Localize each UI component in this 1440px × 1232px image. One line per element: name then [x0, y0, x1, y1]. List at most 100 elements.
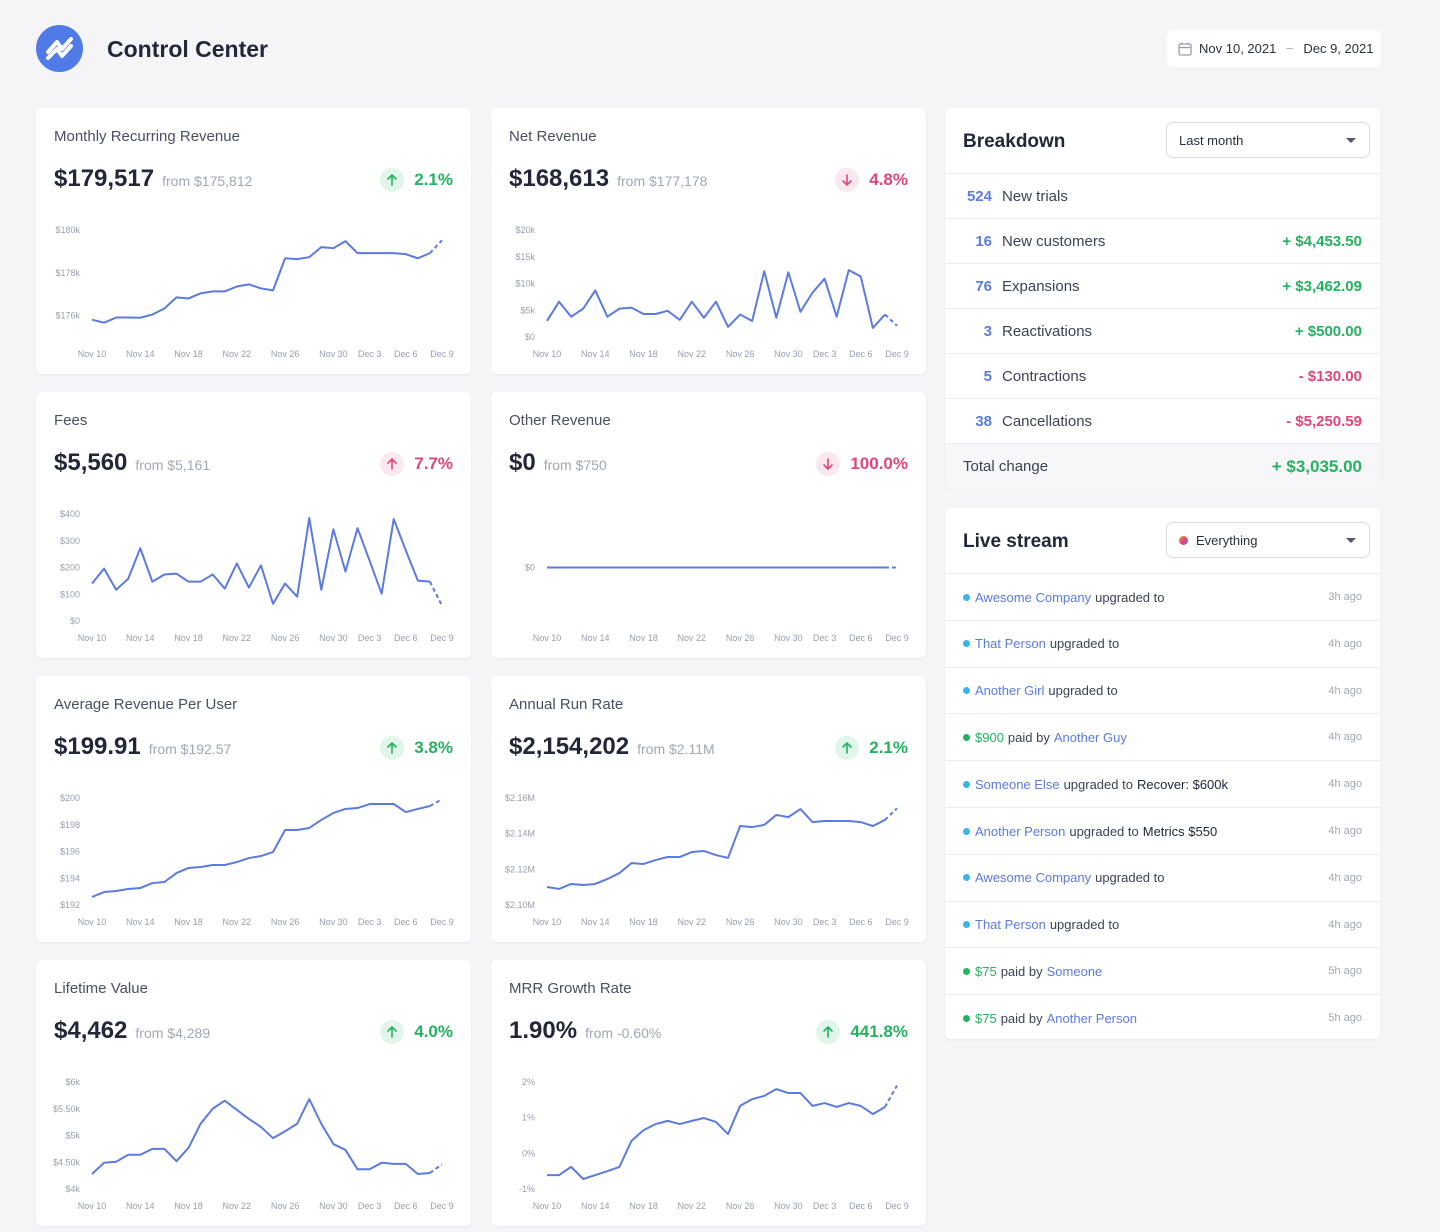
y-tick-label: $2.12M — [505, 864, 535, 874]
x-tick-label: Nov 18 — [629, 349, 658, 359]
total-amount: + $3,035.00 — [1271, 456, 1362, 476]
breakdown-row: 3 Reactivations + $500.00 — [945, 308, 1380, 354]
item-plain: upgraded to — [1063, 776, 1133, 792]
change-value: 3.8% — [414, 738, 453, 757]
status-dot — [963, 733, 970, 741]
stream-item[interactable]: Awesome Company upgraded to 3h ago — [945, 573, 1380, 620]
item-link[interactable]: That Person — [975, 636, 1046, 652]
row-label: Cancellations — [1002, 413, 1093, 430]
y-tick-label: $200 — [60, 563, 80, 573]
date-start: Nov 10, 2021 — [1199, 41, 1277, 56]
x-tick-label: Nov 30 — [774, 917, 803, 927]
previous-value: from -0.60% — [585, 1025, 662, 1041]
y-tick-label: 0% — [522, 1148, 535, 1158]
chart: $0 Nov 10 Nov 14 Nov 18 Nov 22 Nov 26 Nov 30 De… — [525, 563, 909, 644]
x-tick-label: Dec 3 — [813, 1201, 837, 1211]
row-count: 5 — [983, 368, 992, 385]
metric-value: $0 — [509, 449, 536, 476]
item-time: 4h ago — [1328, 918, 1362, 931]
stream-item[interactable]: $75 paid by Someone 5h ago — [945, 947, 1380, 994]
breakdown-row: 524 New trials — [945, 173, 1380, 219]
item-link[interactable]: Another Guy — [1053, 729, 1127, 745]
x-tick-label: Dec 3 — [813, 633, 837, 643]
period-select[interactable]: Last month — [1166, 122, 1370, 158]
item-link[interactable]: Someone — [1046, 963, 1103, 979]
x-tick-label: Nov 26 — [271, 349, 300, 359]
y-tick-label: $194 — [60, 873, 80, 883]
stream-item[interactable]: Someone Else upgraded to Recover: $600k 4h … — [945, 760, 1380, 807]
stream-item[interactable]: Another Person upgraded to Metrics $550 4h … — [945, 807, 1380, 854]
trend-icon — [380, 452, 405, 476]
change-badge: 3.8% — [380, 736, 453, 760]
item-link[interactable]: Awesome Company — [975, 589, 1092, 605]
calendar-icon — [1178, 42, 1192, 56]
item-link[interactable]: Another Girl — [975, 683, 1045, 699]
item-link[interactable]: Awesome Company — [975, 870, 1092, 886]
x-tick-label: Nov 26 — [726, 1201, 755, 1211]
metric-card: $0 $100 $200 $300 $400 Nov 10 Nov 14 Nov 18 Nov … — [36, 392, 471, 658]
x-tick-label: Nov 18 — [629, 633, 658, 643]
data-line-projection — [884, 807, 898, 821]
item-link[interactable]: Another Person — [1046, 1010, 1137, 1026]
total-label: Total change — [963, 458, 1049, 475]
stream-item[interactable]: $75 paid by Another Person 5h ago — [945, 994, 1380, 1041]
item-link[interactable]: Someone Else — [975, 776, 1060, 792]
stream-item[interactable]: Another Girl upgraded to 4h ago — [945, 666, 1380, 714]
status-dot — [963, 780, 970, 788]
trend-arrow — [823, 1026, 834, 1038]
y-tick-label: $300 — [60, 536, 80, 546]
stream-filter[interactable]: Everything — [1166, 522, 1370, 558]
item-link[interactable]: Another Person — [975, 823, 1066, 839]
trend-icon — [380, 168, 405, 192]
x-tick-label: Dec 3 — [813, 917, 837, 927]
trend-arrow — [842, 742, 853, 754]
chart: $176k $178k $180k Nov 10 Nov 14 Nov 18 Nov 22 N… — [55, 225, 453, 359]
change-badge: 4.0% — [380, 1020, 453, 1044]
x-tick-label: Nov 14 — [126, 633, 155, 643]
x-tick-label: Dec 9 — [885, 1201, 909, 1211]
data-line-projection — [429, 798, 443, 807]
date-range[interactable]: Nov 10, 2021 Dec 9, 2021 — [1167, 30, 1381, 67]
x-tick-label: Dec 3 — [358, 1201, 382, 1211]
value-row: $0 from $750 — [509, 449, 607, 477]
y-tick-label: $0 — [525, 563, 535, 573]
data-line — [91, 240, 431, 324]
x-tick-label: Nov 18 — [174, 349, 203, 359]
stream-item[interactable]: That Person upgraded to 4h ago — [945, 900, 1380, 948]
item-link[interactable]: That Person — [975, 917, 1046, 933]
item-plan: Metrics $550 — [1142, 823, 1218, 839]
previous-value: from $2.11M — [637, 741, 715, 757]
x-tick-label: Dec 6 — [394, 1201, 418, 1211]
item-plain: paid by — [1007, 729, 1050, 745]
row-count: 38 — [975, 413, 992, 430]
y-tick-label: $6k — [65, 1077, 80, 1087]
data-line — [91, 1098, 431, 1176]
x-tick-label: Nov 22 — [223, 917, 252, 927]
y-tick-label: $180k — [55, 225, 80, 235]
item-time: 4h ago — [1328, 684, 1362, 697]
x-tick-label: Nov 26 — [726, 633, 755, 643]
trend-arrow — [387, 1026, 398, 1038]
item-plain: upgraded to — [1069, 823, 1139, 839]
item-plain: upgraded to — [1095, 589, 1165, 605]
x-tick-label: Nov 14 — [581, 1201, 610, 1211]
x-tick-label: Nov 18 — [174, 633, 203, 643]
trend-arrow — [842, 174, 853, 186]
y-tick-label: $20k — [515, 225, 535, 235]
item-plain: upgraded to — [1048, 683, 1118, 699]
card-title: Other Revenue — [509, 412, 611, 429]
status-dot — [963, 1014, 970, 1022]
change-badge: 4.8% — [835, 168, 908, 192]
card-title: Average Revenue Per User — [54, 696, 238, 713]
metric-card: $192 $194 $196 $198 $200 Nov 10 Nov 14 Nov 18 No… — [36, 676, 471, 942]
stream-item[interactable]: That Person upgraded to 4h ago — [945, 619, 1380, 667]
stream-item[interactable]: Awesome Company upgraded to 4h ago — [945, 853, 1380, 901]
row-amount: - $5,250.59 — [1286, 413, 1362, 430]
breakdown-total: Total change + $3,035.00 — [945, 443, 1380, 489]
stream-item[interactable]: $900 paid by Another Guy 4h ago — [945, 713, 1380, 760]
chart: -1% 0% 1% 2% Nov 10 Nov 14 Nov 18 Nov 22 Nov 26 N… — [519, 1077, 909, 1211]
x-tick-label: Nov 30 — [319, 349, 348, 359]
x-tick-label: Nov 22 — [223, 1201, 252, 1211]
x-tick-label: Dec 6 — [394, 349, 418, 359]
metric-card: -1% 0% 1% 2% Nov 10 Nov 14 Nov 18 Nov 22 Nov 26 N… — [491, 960, 926, 1226]
